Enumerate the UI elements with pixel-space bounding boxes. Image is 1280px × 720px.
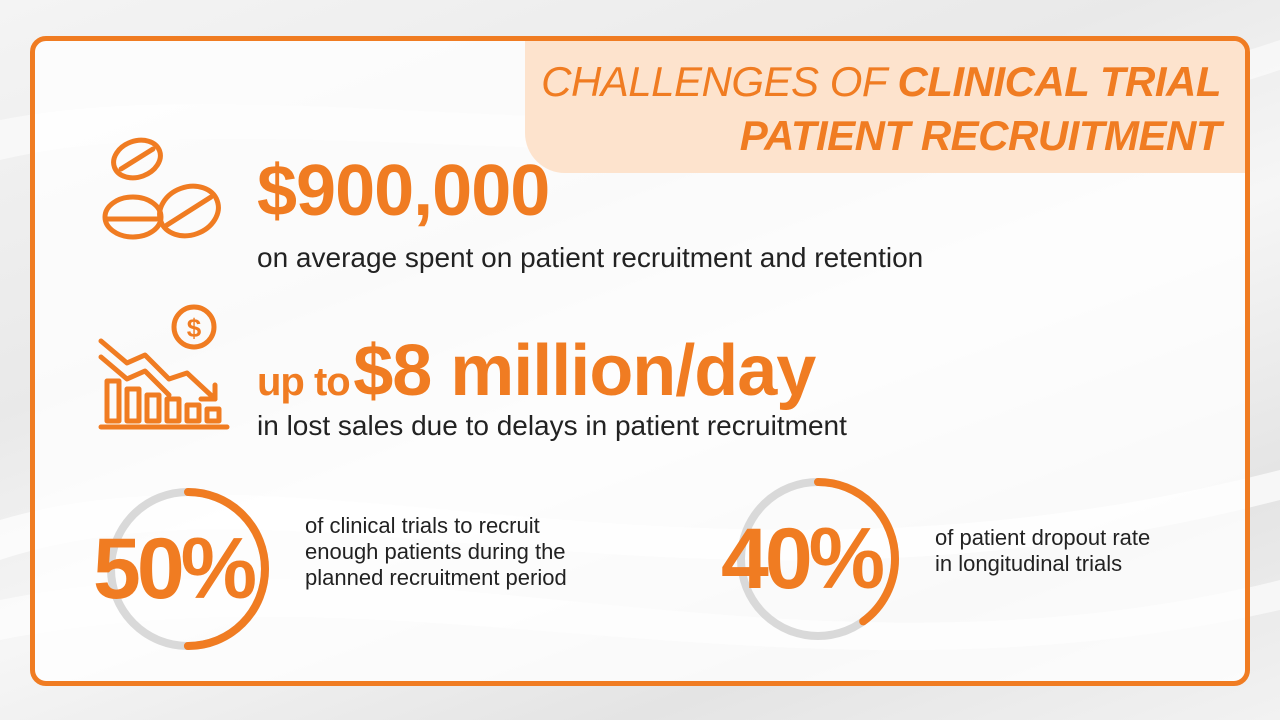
gauge-40-percent <box>737 478 899 640</box>
title-light-text: CHALLENGES OF <box>541 58 898 105</box>
gauge-50-description: of clinical trials to recruit enough pat… <box>305 513 567 591</box>
title-line-2: PATIENT RECRUITMENT <box>739 112 1222 159</box>
gauge-progress-arc <box>107 488 269 650</box>
stat-900000-description: on average spent on patient recruitment … <box>257 242 924 273</box>
gauge-progress-arc <box>737 478 899 640</box>
title-line-1: CHALLENGES OF CLINICAL TRIAL <box>525 55 1221 109</box>
gauge-40-line-2: in longitudinal trials <box>935 551 1123 576</box>
title-banner: CHALLENGES OF CLINICAL TRIAL PATIENT REC… <box>525 41 1245 173</box>
stat-8million-prefix: up to <box>257 360 351 404</box>
title-bold-text: CLINICAL TRIAL <box>897 58 1221 105</box>
infographic-card: CHALLENGES OF CLINICAL TRIAL PATIENT REC… <box>30 36 1250 686</box>
gauge-50-line-2: enough patients during the <box>305 539 566 564</box>
gauge-40-description: of patient dropout rate in longitudinal … <box>935 525 1150 577</box>
gauge-40-value: 40% <box>721 511 885 607</box>
stat-900000-value: $900,000 <box>257 151 550 231</box>
pills-icon <box>102 137 221 240</box>
svg-text:$: $ <box>187 313 202 343</box>
stat-8million-description: in lost sales due to delays in patient r… <box>257 410 847 441</box>
stat-8million-value: $8 million/day <box>353 331 816 411</box>
gauge-50-value: 50% <box>93 521 257 617</box>
gauge-50-line-3: planned recruitment period <box>305 565 567 590</box>
declining-chart-dollar-icon: $ <box>98 304 230 430</box>
gauge-40-line-1: of patient dropout rate <box>935 525 1151 550</box>
gauge-50-line-1: of clinical trials to recruit <box>305 513 540 538</box>
gauge-50-percent <box>107 488 269 650</box>
stat-8million: up to $8 million/day <box>257 331 816 431</box>
